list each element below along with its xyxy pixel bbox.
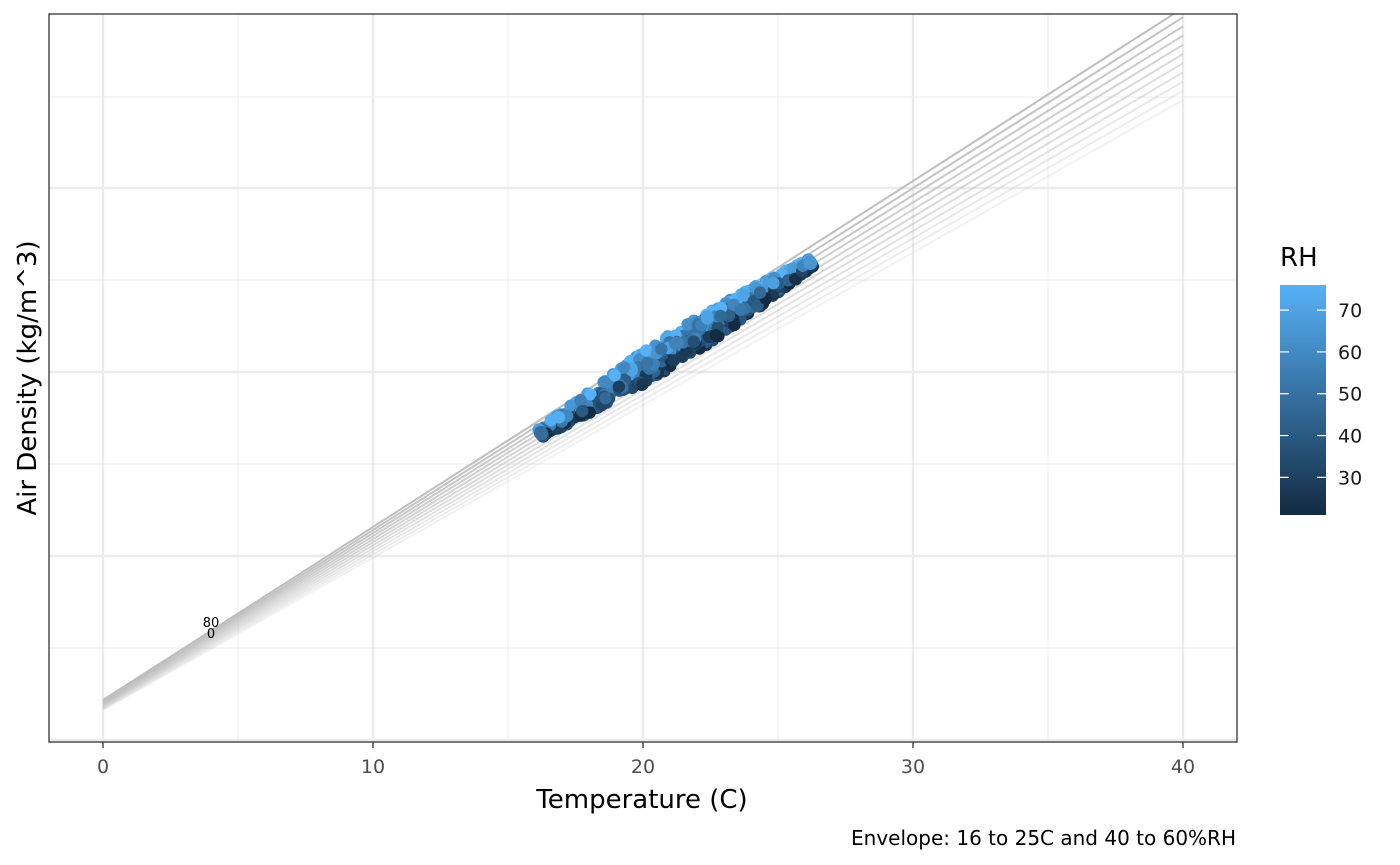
line-label-low: 0: [207, 627, 215, 642]
y-axis-title: Air Density (kg/m^3): [13, 240, 43, 515]
data-point: [608, 369, 621, 382]
data-point: [640, 344, 653, 357]
line-label-high: 80: [203, 616, 220, 631]
data-points: [532, 253, 819, 443]
legend-title: RH: [1280, 243, 1318, 273]
data-point: [636, 378, 649, 391]
legend-tick-label: 60: [1338, 342, 1362, 364]
data-point: [552, 411, 566, 424]
x-axis-title: Temperature (C): [535, 785, 747, 815]
reference-line: [102, 80, 1184, 709]
data-point: [618, 361, 631, 374]
data-point: [751, 299, 764, 312]
data-point: [753, 286, 767, 299]
data-point: [667, 354, 680, 367]
data-point: [709, 329, 723, 342]
caption: Envelope: 16 to 25C and 40 to 60%RH: [851, 826, 1236, 850]
legend-tick-label: 40: [1338, 426, 1362, 448]
data-point: [668, 337, 682, 350]
data-point: [714, 309, 727, 323]
reference-line-labels: 80 0: [203, 616, 220, 642]
data-point: [576, 404, 589, 418]
x-tick-label: 20: [631, 756, 655, 778]
x-tick-label: 10: [361, 756, 385, 778]
x-tick-label: 0: [97, 756, 109, 778]
reference-line: [102, 89, 1184, 710]
data-point: [641, 356, 654, 369]
legend: RH 30 40 50 60 70: [1280, 243, 1362, 515]
legend-tick-label: 70: [1338, 300, 1362, 322]
data-point: [574, 394, 587, 407]
legend-ticks: 30 40 50 60 70: [1280, 300, 1362, 489]
x-tick-label: 30: [901, 756, 925, 778]
data-point: [564, 399, 577, 412]
x-axis-ticks: 0 10 20 30 40: [97, 742, 1195, 778]
data-point: [584, 388, 597, 401]
data-point: [734, 303, 747, 316]
data-point: [612, 380, 626, 393]
legend-colorbar: [1280, 285, 1326, 515]
data-point: [701, 312, 714, 325]
data-point: [803, 256, 818, 270]
data-point: [534, 426, 548, 440]
legend-tick-label: 30: [1338, 467, 1362, 489]
reference-line: [102, 99, 1184, 711]
data-point: [598, 375, 611, 389]
data-point: [767, 276, 780, 290]
data-point: [728, 318, 741, 332]
data-point: [655, 342, 668, 356]
legend-tick-label: 50: [1338, 384, 1362, 406]
x-tick-label: 40: [1171, 756, 1195, 778]
data-point: [599, 392, 612, 405]
data-point: [681, 318, 694, 331]
data-point: [738, 289, 751, 302]
data-point: [687, 335, 700, 348]
